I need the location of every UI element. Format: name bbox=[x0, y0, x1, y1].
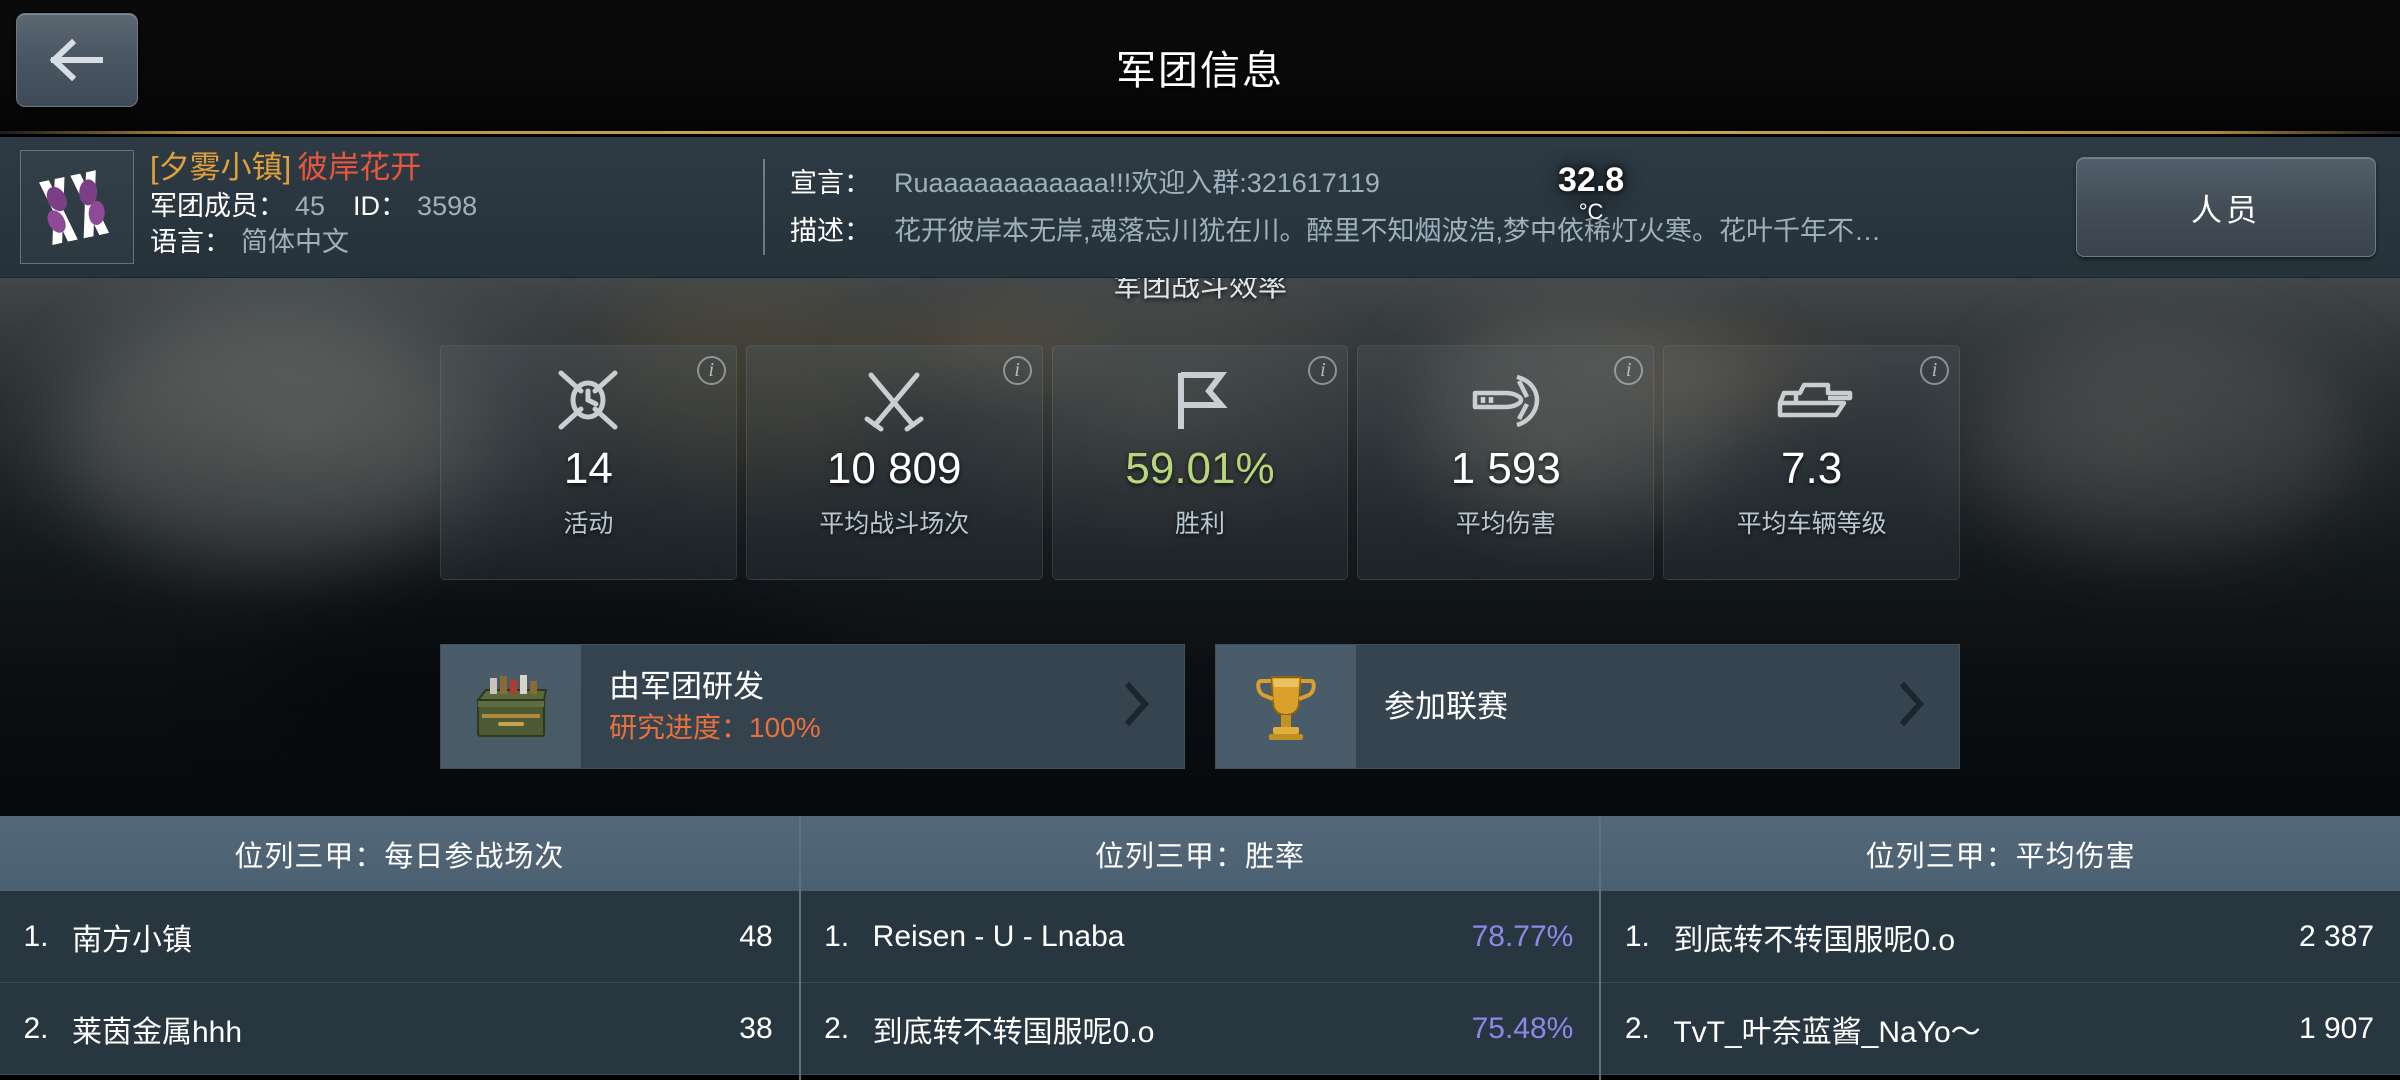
table-row[interactable]: 1. 到底转不转国服呢0.o 2 387 bbox=[1601, 891, 2400, 983]
research-progress: 研究进度：100% bbox=[609, 711, 821, 743]
chevron-right-icon bbox=[1124, 681, 1184, 732]
leaderboards: 位列三甲：每日参战场次 1. 南方小镇 48 2. 莱茵金属hhh 38 位列三… bbox=[0, 816, 2400, 1080]
leaderboard-damage: 位列三甲：平均伤害 1. 到底转不转国服呢0.o 2 387 2. TvT_叶奈… bbox=[1599, 816, 2400, 1080]
clan-description-value: 花开彼岸本无岸,魂落忘川犹在川。醉里不知烟波浩,梦中依稀灯火寒。花叶千年不相..… bbox=[894, 216, 1899, 246]
members-button[interactable]: 人员 bbox=[2076, 157, 2376, 257]
info-icon[interactable]: i bbox=[1002, 356, 1032, 385]
table-row[interactable]: 2. 莱茵金属hhh 38 bbox=[0, 983, 799, 1075]
clan-emblem-icon bbox=[20, 150, 134, 264]
clan-info-bar: [夕雾小镇] 彼岸花开 军团成员： 45 ID： 3598 语言： 简体中文 宣言： Ru… bbox=[0, 137, 2400, 278]
row-value: 1 907 bbox=[2298, 1011, 2375, 1045]
clan-members-value: 45 bbox=[295, 191, 326, 221]
table-row[interactable]: 1. Reisen - U - Lnaba 78.77% bbox=[800, 891, 1600, 983]
stat-card-damage[interactable]: i 1 593 平均伤害 bbox=[1357, 345, 1655, 580]
row-value: 48 bbox=[739, 919, 773, 953]
row-rank: 1. bbox=[1624, 919, 1650, 953]
clan-language-value: 简体中文 bbox=[241, 227, 349, 257]
stat-card-winrate[interactable]: i 59.01% 胜利 bbox=[1051, 345, 1349, 580]
chevron-right-icon bbox=[1899, 681, 1959, 732]
leaderboard-title: 位列三甲：平均伤害 bbox=[1601, 816, 2400, 891]
action-panels: 由军团研发 研究进度：100% bbox=[440, 644, 1960, 769]
page-title: 军团信息 bbox=[1116, 49, 1284, 93]
research-title: 由军团研发 bbox=[609, 668, 764, 704]
clan-motto-value: Ruaaaaaaaaaaaa!!!欢迎入群:321617119 bbox=[894, 168, 1380, 198]
stat-card-tier[interactable]: i 7.3 平均车辆等级 bbox=[1663, 345, 1960, 580]
top-header-bar: 军团信息 bbox=[0, 0, 2400, 134]
clan-description-row: 描述： 花开彼岸本无岸,魂落忘川犹在川。醉里不知烟波浩,梦中依稀灯火寒。花叶千年… bbox=[790, 207, 1910, 255]
league-text: 参加联赛 bbox=[1356, 687, 1899, 727]
flag-icon bbox=[1163, 364, 1237, 436]
row-name: TvT_叶奈蓝酱_NaYo～ bbox=[1673, 1015, 1981, 1049]
stat-value: 59.01% bbox=[1125, 444, 1275, 493]
league-title: 参加联赛 bbox=[1384, 688, 1508, 724]
crossed-swords-icon bbox=[857, 364, 931, 436]
info-icon[interactable]: i bbox=[1919, 356, 1949, 385]
vertical-divider bbox=[763, 159, 765, 255]
stat-value: 1 593 bbox=[1450, 444, 1561, 493]
clan-members-label: 军团成员： bbox=[150, 191, 285, 221]
clan-stats-row: i 14 活动 i bbox=[440, 345, 1960, 580]
info-icon[interactable]: i bbox=[696, 356, 726, 385]
row-rank: 2. bbox=[23, 1011, 49, 1045]
stat-value: 7.3 bbox=[1781, 444, 1843, 493]
stat-label: 活动 bbox=[563, 510, 614, 538]
stat-value: 10 809 bbox=[826, 444, 962, 493]
leaderboard-title: 位列三甲：每日参战场次 bbox=[0, 816, 799, 891]
row-name: 到底转不转国服呢0.o bbox=[1673, 923, 1956, 957]
clan-language-label: 语言： bbox=[150, 227, 231, 257]
shell-shield-icon bbox=[1465, 364, 1547, 436]
clan-id-label: ID： bbox=[353, 191, 408, 221]
row-name: 南方小镇 bbox=[72, 923, 192, 957]
clan-description-block: 宣言： Ruaaaaaaaaaaaa!!!欢迎入群:321617119 描述： … bbox=[790, 159, 1910, 255]
row-rank: 2. bbox=[824, 1011, 850, 1045]
table-row[interactable]: 2. TvT_叶奈蓝酱_NaYo～ 1 907 bbox=[1601, 983, 2400, 1075]
leaderboard-title: 位列三甲：胜率 bbox=[800, 816, 1600, 891]
stat-card-battles[interactable]: i 10 809 平均战斗场次 bbox=[745, 345, 1043, 580]
clan-id-value: 3598 bbox=[417, 191, 478, 221]
table-row[interactable]: 1. 南方小镇 48 bbox=[0, 891, 799, 983]
leaderboard-winrate: 位列三甲：胜率 1. Reisen - U - Lnaba 78.77% 2. … bbox=[798, 816, 1600, 1080]
supply-crate-icon bbox=[441, 645, 581, 768]
row-name: 到底转不转国服呢0.o bbox=[872, 1015, 1155, 1049]
row-rank: 1. bbox=[23, 919, 49, 953]
leaderboard-battles: 位列三甲：每日参战场次 1. 南方小镇 48 2. 莱茵金属hhh 38 bbox=[0, 816, 799, 1080]
clan-research-panel[interactable]: 由军团研发 研究进度：100% bbox=[440, 644, 1185, 769]
activity-clock-icon bbox=[551, 364, 625, 436]
stat-value: 14 bbox=[563, 444, 613, 493]
table-row[interactable]: 2. 到底转不转国服呢0.o 75.48% bbox=[800, 983, 1600, 1075]
clan-motto-row: 宣言： Ruaaaaaaaaaaaa!!!欢迎入群:321617119 bbox=[790, 159, 1910, 207]
tank-icon bbox=[1766, 364, 1858, 436]
row-value: 78.77% bbox=[1471, 919, 1574, 953]
stat-label: 平均车辆等级 bbox=[1736, 510, 1887, 538]
clan-motto-label: 宣言： bbox=[790, 168, 871, 198]
trophy-icon bbox=[1216, 645, 1356, 768]
stat-label: 平均战斗场次 bbox=[819, 510, 970, 538]
clan-title: 彼岸花开 bbox=[297, 150, 422, 185]
info-icon[interactable]: i bbox=[1614, 356, 1644, 385]
join-league-panel[interactable]: 参加联赛 bbox=[1215, 644, 1960, 769]
row-name: 莱茵金属hhh bbox=[72, 1015, 243, 1049]
clan-tag: [夕雾小镇] bbox=[150, 150, 292, 185]
clan-description-label: 描述： bbox=[790, 216, 871, 246]
research-text: 由军团研发 研究进度：100% bbox=[581, 667, 1124, 747]
arrow-left-icon bbox=[46, 38, 108, 82]
stat-label: 平均伤害 bbox=[1455, 510, 1556, 538]
clan-language-row: 语言： 简体中文 bbox=[150, 224, 750, 260]
clan-name-line: [夕雾小镇] 彼岸花开 bbox=[150, 148, 750, 188]
row-name: Reisen - U - Lnaba bbox=[872, 919, 1125, 953]
stat-card-activity[interactable]: i 14 活动 bbox=[440, 345, 737, 580]
back-button[interactable] bbox=[16, 13, 138, 107]
row-value: 38 bbox=[739, 1011, 773, 1045]
clan-identity: [夕雾小镇] 彼岸花开 军团成员： 45 ID： 3598 语言： 简体中文 bbox=[150, 148, 750, 260]
row-value: 2 387 bbox=[2298, 919, 2375, 953]
clan-members-row: 军团成员： 45 ID： 3598 bbox=[150, 188, 750, 224]
row-rank: 1. bbox=[824, 919, 850, 953]
row-value: 75.48% bbox=[1471, 1011, 1574, 1045]
info-icon[interactable]: i bbox=[1308, 356, 1338, 385]
row-rank: 2. bbox=[1624, 1011, 1650, 1045]
stat-label: 胜利 bbox=[1174, 510, 1225, 538]
